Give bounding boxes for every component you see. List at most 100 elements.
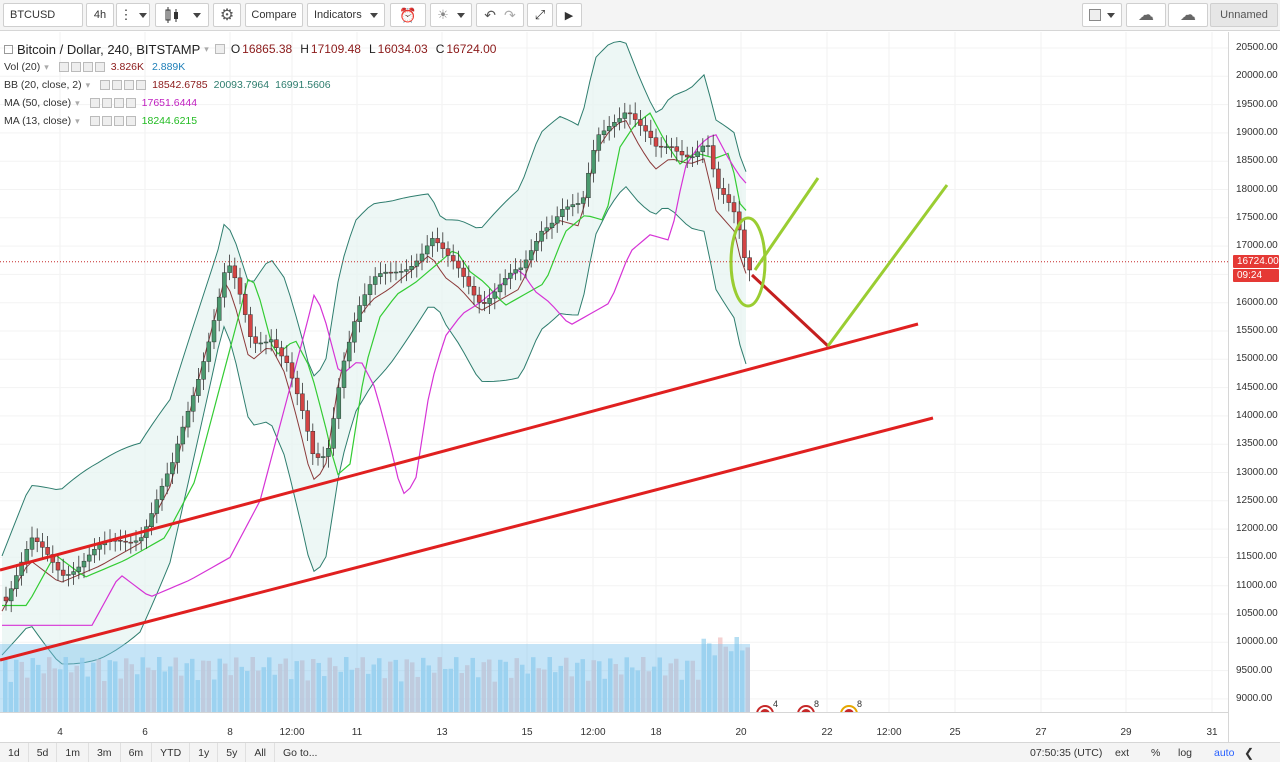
fullscreen-button[interactable]: ⤢ xyxy=(527,3,553,27)
plus-icon[interactable] xyxy=(124,80,135,90)
range-5d[interactable]: 5d xyxy=(29,742,58,762)
range-ytd[interactable]: YTD xyxy=(152,742,191,762)
volume-bar xyxy=(690,660,695,712)
time-axis[interactable]: 4 6 8 12:00 11 13 15 12:00 18 20 22 12:00 25 27 29 31 xyxy=(0,712,1228,742)
settings-button[interactable]: ⚙ xyxy=(213,3,241,27)
volume-bar xyxy=(272,674,277,712)
settings-icon[interactable] xyxy=(112,80,123,90)
settings-icon[interactable] xyxy=(70,62,81,72)
plus-icon[interactable] xyxy=(82,62,93,72)
volume-bar xyxy=(454,657,459,712)
symbol-label: BTCUSD xyxy=(10,9,56,21)
chevron-down-icon[interactable]: ▾ xyxy=(75,115,80,126)
price-chart[interactable] xyxy=(0,32,1228,712)
layout-name-button[interactable]: Unnamed xyxy=(1210,3,1278,27)
ext-toggle[interactable]: ext xyxy=(1115,747,1130,759)
volume-bar xyxy=(371,664,376,712)
candle-body xyxy=(284,355,290,364)
candle-body xyxy=(482,302,487,304)
bb-lower-value: 16991.5606 xyxy=(275,79,331,91)
chart-type-button[interactable] xyxy=(155,3,209,27)
legend-ma50-row: MA (50, close) ▾ 17651.6444 xyxy=(4,94,496,112)
volume-bar xyxy=(597,661,602,712)
plus-icon[interactable] xyxy=(113,116,124,126)
eye-icon[interactable] xyxy=(58,62,69,72)
plus-icon[interactable] xyxy=(113,98,124,108)
goto-button[interactable]: Go to... xyxy=(283,746,318,759)
collapse-icon[interactable] xyxy=(4,44,13,54)
color-theme-button[interactable] xyxy=(1082,3,1122,27)
range-1d[interactable]: 1d xyxy=(0,742,29,762)
close-icon[interactable] xyxy=(125,98,136,108)
volume-bar xyxy=(663,675,668,712)
alert-button[interactable]: ⏰ xyxy=(390,3,426,27)
dots-icon: ⋮ xyxy=(119,7,133,22)
chart-canvas[interactable] xyxy=(0,32,1228,742)
template-button[interactable]: ☀ xyxy=(430,3,472,27)
cloud-load-button[interactable]: ☁ xyxy=(1126,3,1166,27)
price-tick: 14500.00 xyxy=(1236,381,1278,393)
replay-button[interactable]: ▶ xyxy=(556,3,582,27)
undo-icon[interactable]: ↶ xyxy=(484,6,496,23)
chevron-down-icon[interactable]: ▾ xyxy=(204,43,209,54)
indicators-button[interactable]: Indicators xyxy=(307,3,385,27)
volume-bar xyxy=(289,679,294,712)
candle-body xyxy=(76,566,82,572)
chevron-down-icon[interactable]: ▾ xyxy=(44,61,49,72)
settings-icon[interactable] xyxy=(101,116,112,126)
candle-body xyxy=(643,125,648,132)
bollinger-basis-line xyxy=(1,120,747,612)
price-tick: 16000.00 xyxy=(1236,296,1278,308)
close-icon[interactable] xyxy=(125,116,136,126)
open-value: 16865.38 xyxy=(242,42,293,56)
interval-dropdown[interactable]: ⋮ xyxy=(116,3,150,27)
volume-bar xyxy=(712,655,717,712)
range-all[interactable]: All xyxy=(246,742,276,762)
log-toggle[interactable]: log xyxy=(1178,747,1193,759)
auto-toggle[interactable]: auto xyxy=(1214,747,1235,759)
utc-clock[interactable]: 07:50:35 (UTC) xyxy=(1030,747,1103,759)
range-1m[interactable]: 1m xyxy=(57,742,89,762)
volume-bar xyxy=(740,650,745,712)
ma50-controls xyxy=(89,98,136,108)
volume-bar xyxy=(250,657,255,712)
symbol-search-input[interactable]: BTCUSD xyxy=(3,3,83,27)
volume-bar xyxy=(723,646,728,712)
chevron-down-icon[interactable]: ▾ xyxy=(75,97,80,108)
range-1y[interactable]: 1y xyxy=(190,742,219,762)
eye-icon[interactable] xyxy=(89,98,100,108)
volume-bar xyxy=(476,677,481,712)
volume-bar xyxy=(195,680,200,712)
time-tick: 4 xyxy=(57,727,63,738)
volume-bar xyxy=(300,660,305,712)
percent-toggle[interactable]: % xyxy=(1151,747,1161,759)
volume-bar xyxy=(201,660,206,712)
eye-icon[interactable] xyxy=(89,116,100,126)
chevron-down-icon xyxy=(193,12,201,18)
settings-icon[interactable] xyxy=(214,44,225,54)
chevron-left-icon[interactable]: ❮ xyxy=(1244,746,1255,760)
close-icon[interactable] xyxy=(94,62,105,72)
volume-bar xyxy=(525,673,530,712)
candle-body xyxy=(45,547,50,555)
compare-button[interactable]: Compare xyxy=(245,3,303,27)
interval-button[interactable]: 4h xyxy=(86,3,114,27)
volume-bar xyxy=(333,666,338,712)
candle-body xyxy=(601,130,607,135)
volume-bar xyxy=(283,658,288,712)
redo-icon[interactable]: ↷ xyxy=(504,6,516,23)
settings-icon[interactable] xyxy=(101,98,112,108)
close-icon[interactable] xyxy=(136,80,147,90)
cloud-save-button[interactable]: ☁ xyxy=(1168,3,1208,27)
price-scale[interactable]: 20500.00 20000.00 19500.00 19000.00 18500.00… xyxy=(1228,32,1280,742)
eye-icon[interactable] xyxy=(100,80,111,90)
chevron-down-icon[interactable]: ▾ xyxy=(85,79,91,90)
volume-bar xyxy=(179,675,184,712)
range-5y[interactable]: 5y xyxy=(218,742,247,762)
range-6m[interactable]: 6m xyxy=(121,742,153,762)
range-3m[interactable]: 3m xyxy=(89,742,121,762)
candle-body xyxy=(456,260,461,269)
vol-value-2: 2.889K xyxy=(152,61,186,73)
candle-body xyxy=(81,560,87,568)
chevron-down-icon xyxy=(1107,12,1115,18)
